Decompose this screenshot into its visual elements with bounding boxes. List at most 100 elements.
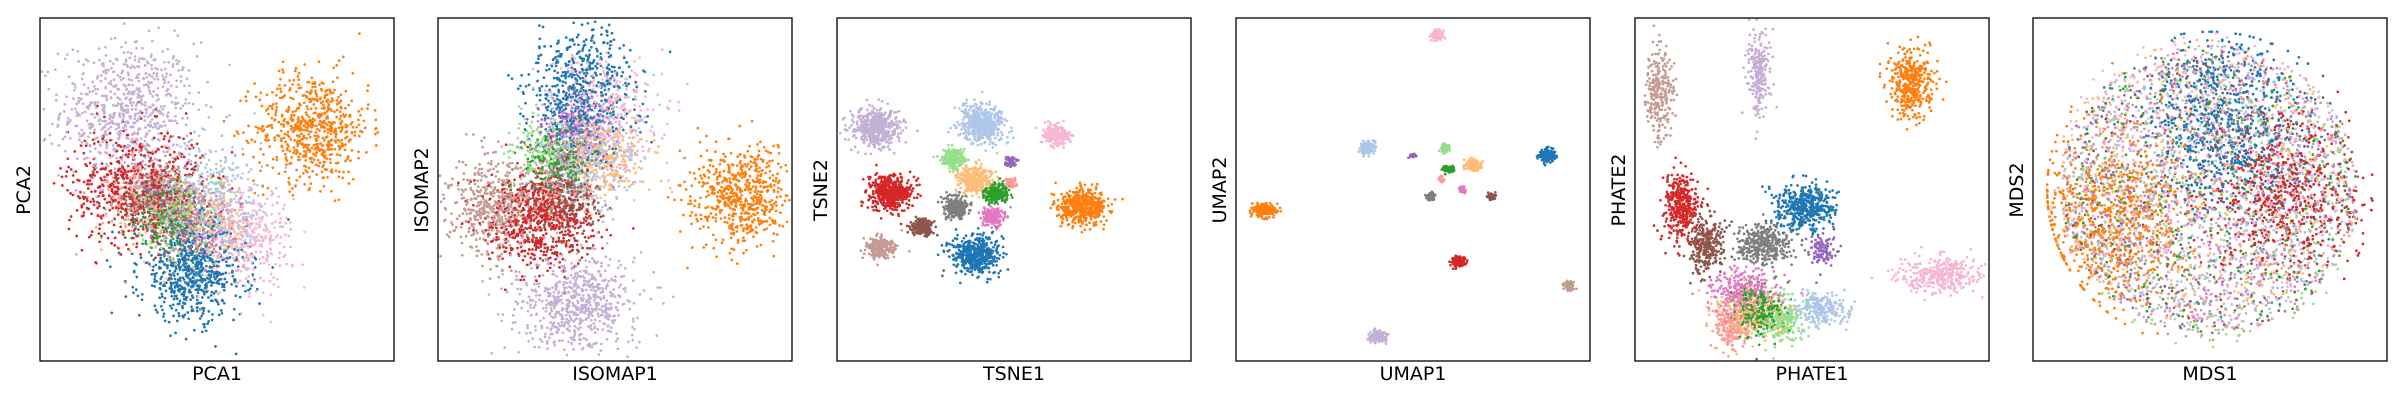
- scatter-point: [100, 234, 103, 238]
- scatter-point: [222, 225, 226, 229]
- scatter-point: [165, 277, 169, 281]
- scatter-point: [179, 180, 182, 184]
- scatter-point: [125, 174, 129, 177]
- scatter-point: [339, 93, 343, 97]
- scatter-point: [228, 63, 231, 67]
- scatter-point: [259, 250, 262, 254]
- scatter-point: [163, 284, 167, 287]
- scatter-point: [212, 247, 216, 251]
- scatter-point: [153, 228, 157, 232]
- scatter-point: [359, 129, 362, 133]
- scatter-point: [230, 179, 233, 183]
- scatter-point: [176, 272, 180, 276]
- scatter-point: [357, 156, 360, 160]
- scatter-point: [337, 175, 341, 179]
- scatter-point: [161, 85, 165, 89]
- scatter-point: [138, 95, 142, 98]
- scatter-point: [303, 63, 307, 66]
- scatter-point: [273, 138, 277, 142]
- scatter-point: [267, 124, 270, 128]
- scatter-point: [82, 63, 85, 67]
- scatter-point: [318, 161, 322, 165]
- scatter-point: [376, 131, 380, 134]
- scatter-point: [74, 86, 77, 89]
- scatter-point: [145, 188, 148, 191]
- scatter-point: [305, 105, 309, 108]
- scatter-point: [103, 138, 107, 142]
- scatter-point: [98, 223, 102, 226]
- scatter-point: [127, 78, 131, 81]
- scatter-point: [258, 244, 261, 248]
- scatter-point: [177, 167, 181, 171]
- scatter-point: [128, 56, 132, 60]
- scatter-point: [187, 233, 190, 237]
- scatter-point: [155, 172, 159, 176]
- scatter-point: [116, 176, 120, 180]
- scatter-point: [162, 238, 166, 242]
- scatter-point: [124, 202, 127, 205]
- scatter-point: [65, 170, 69, 173]
- scatter-point: [176, 182, 180, 186]
- scatter-point: [282, 136, 286, 140]
- scatter-point: [195, 230, 199, 234]
- scatter-point: [299, 126, 303, 130]
- scatter-point: [183, 227, 187, 230]
- scatter-point: [259, 169, 262, 173]
- scatter-point: [310, 146, 314, 150]
- scatter-point: [187, 273, 190, 277]
- scatter-point: [150, 284, 154, 287]
- scatter-point: [273, 136, 276, 139]
- scatter-point: [92, 142, 96, 145]
- scatter-point: [182, 204, 186, 208]
- scatter-point: [190, 285, 193, 289]
- scatter-point: [206, 248, 210, 251]
- scatter-point: [357, 134, 361, 138]
- scatter-point: [162, 216, 165, 220]
- scatter-point: [106, 173, 110, 177]
- scatter-point: [66, 157, 70, 161]
- scatter-point: [122, 194, 126, 198]
- scatter-point: [83, 110, 87, 114]
- pca-scatter-points: [40, 22, 380, 356]
- scatter-point: [117, 207, 120, 210]
- scatter-point: [150, 273, 154, 276]
- scatter-point: [91, 197, 95, 201]
- scatter-point: [82, 214, 85, 217]
- scatter-point: [316, 99, 319, 103]
- scatter-point: [281, 68, 284, 72]
- scatter-point: [148, 81, 151, 85]
- scatter-point: [232, 318, 235, 322]
- scatter-point: [216, 254, 219, 257]
- scatter-point: [303, 182, 307, 186]
- scatter-point: [191, 261, 195, 265]
- scatter-point: [156, 110, 160, 113]
- scatter-point: [162, 280, 166, 284]
- scatter-point: [209, 215, 212, 219]
- scatter-point: [324, 136, 328, 139]
- scatter-point: [111, 206, 115, 210]
- scatter-point: [117, 137, 120, 141]
- scatter-point: [331, 91, 335, 95]
- scatter-point: [289, 87, 292, 90]
- scatter-point: [211, 313, 214, 316]
- scatter-point: [188, 172, 191, 176]
- scatter-point: [315, 151, 318, 155]
- scatter-point: [80, 92, 83, 95]
- scatter-point: [245, 218, 248, 221]
- scatter-point: [254, 209, 258, 213]
- scatter-point: [240, 176, 243, 180]
- scatter-point: [164, 175, 168, 178]
- scatter-point: [184, 147, 188, 151]
- scatter-point: [157, 97, 161, 101]
- scatter-point: [236, 281, 240, 285]
- scatter-point: [178, 302, 181, 305]
- scatter-point: [222, 285, 226, 289]
- scatter-point: [101, 214, 105, 217]
- scatter-point: [200, 248, 203, 252]
- scatter-point: [163, 254, 166, 257]
- scatter-point: [306, 122, 309, 126]
- scatter-point: [160, 275, 164, 279]
- scatter-point: [214, 298, 217, 302]
- scatter-point: [163, 134, 167, 138]
- scatter-point: [248, 291, 252, 295]
